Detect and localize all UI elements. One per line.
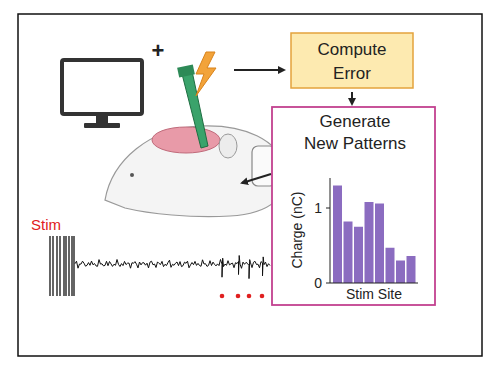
bar [386, 248, 395, 283]
neural-trace [75, 256, 270, 279]
stim-pulse [52, 236, 53, 296]
bar [407, 256, 416, 283]
stim-label: Stim [31, 216, 61, 233]
spike-dot [247, 294, 252, 299]
eye [130, 173, 134, 177]
x-axis-label: Stim Site [346, 286, 402, 302]
stim-pulse [71, 236, 72, 296]
lightning [196, 52, 216, 96]
generate-text: New Patterns [304, 134, 406, 153]
bar [375, 204, 384, 284]
stim-pulse [56, 236, 57, 296]
generate-box [272, 107, 435, 305]
stim-pulse [73, 236, 74, 296]
bar [396, 261, 405, 284]
arrow-to-compute [234, 69, 284, 71]
spike-dot [236, 294, 241, 299]
monitor-stand [96, 116, 108, 124]
monitor-screen [62, 60, 142, 114]
plus-sign: + [152, 38, 165, 63]
y-tick [326, 283, 330, 284]
generate-text: Generate [320, 112, 391, 131]
electrode-head [177, 64, 195, 77]
compute-box [291, 33, 413, 88]
bar [365, 202, 374, 283]
bar [333, 186, 342, 284]
spike-dot [220, 294, 225, 299]
stim-pulse [65, 236, 66, 296]
y-tick-label: 0 [314, 275, 322, 291]
bars [333, 186, 416, 284]
y-axis-label: Charge (nC) [289, 191, 305, 268]
monitor-base [84, 123, 120, 128]
bar [344, 222, 353, 284]
bar [354, 227, 363, 283]
x-axis [330, 283, 418, 284]
compute-text: Error [333, 64, 371, 83]
ear [219, 134, 237, 158]
stim-pulse [63, 236, 64, 296]
stim-pulse [68, 236, 69, 296]
y-axis [330, 178, 331, 283]
mouse-body [105, 126, 287, 217]
mouse [105, 126, 287, 217]
arrow-to-generate [351, 92, 353, 104]
figure: + Compute Error Generate New Patterns 0 1 Charg… [0, 0, 500, 370]
y-tick-label: 1 [314, 200, 322, 216]
brain [152, 127, 220, 153]
arrow-to-mouse [242, 174, 271, 183]
stim-pulse [59, 236, 60, 296]
spike-dot [260, 294, 265, 299]
compute-text: Compute [318, 40, 387, 59]
frame [18, 14, 482, 356]
y-tick [326, 208, 330, 209]
stim-pulse [49, 236, 50, 296]
